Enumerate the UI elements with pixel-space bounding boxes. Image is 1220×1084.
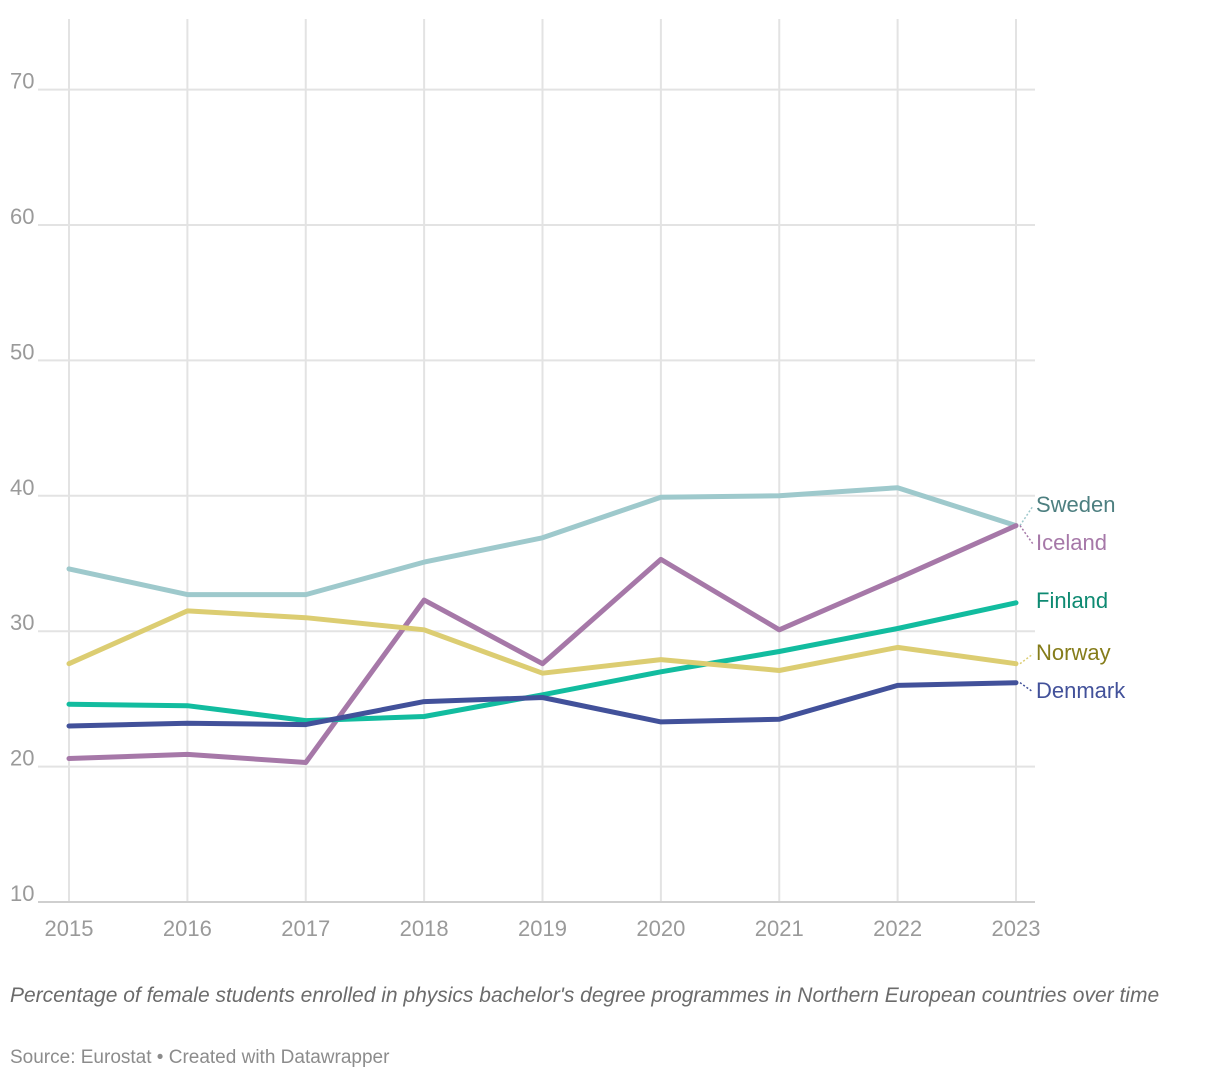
series-label-iceland: Iceland xyxy=(1036,530,1107,555)
y-tick-label: 50 xyxy=(10,339,34,364)
x-tick-label: 2021 xyxy=(755,916,804,941)
series-label-finland: Finland xyxy=(1036,588,1108,613)
chart-caption: Percentage of female students enrolled i… xyxy=(10,984,1160,1007)
y-tick-label: 10 xyxy=(10,881,34,906)
x-axis-ticks: 2015 2016 2017 2018 2019 2020 2021 2022 2023 xyxy=(45,916,1041,941)
x-tick-label: 2016 xyxy=(163,916,212,941)
label-connector xyxy=(1019,525,1034,545)
series-labels: Sweden Iceland Finland Norway Denmark xyxy=(1019,492,1126,703)
series-line-denmark xyxy=(66,680,1019,729)
y-tick-label: 30 xyxy=(10,610,34,635)
x-tick-label: 2020 xyxy=(636,916,685,941)
x-tick-label: 2017 xyxy=(281,916,330,941)
series-line-iceland xyxy=(66,523,1019,765)
label-connector xyxy=(1019,505,1034,527)
y-tick-label: 40 xyxy=(10,475,34,500)
y-tick-label: 70 xyxy=(10,69,34,94)
grid-lines xyxy=(38,19,1035,903)
series-line-sweden xyxy=(66,485,1019,598)
series-lines xyxy=(66,485,1019,765)
chart-source: Source: Eurostat • Created with Datawrap… xyxy=(10,1047,390,1068)
y-tick-label: 20 xyxy=(10,746,34,771)
label-connector xyxy=(1019,653,1034,665)
series-label-sweden: Sweden xyxy=(1036,492,1116,517)
label-connector xyxy=(1019,682,1034,693)
series-label-denmark: Denmark xyxy=(1036,678,1126,703)
x-tick-label: 2018 xyxy=(400,916,449,941)
series-label-norway: Norway xyxy=(1036,640,1111,665)
x-tick-label: 2015 xyxy=(45,916,94,941)
y-axis-ticks: 10 20 30 40 50 60 70 xyxy=(10,69,34,906)
series-line-finland xyxy=(66,600,1019,724)
x-tick-label: 2023 xyxy=(992,916,1041,941)
y-tick-label: 60 xyxy=(10,204,34,229)
x-tick-label: 2019 xyxy=(518,916,567,941)
series-line-norway xyxy=(66,608,1019,676)
x-tick-label: 2022 xyxy=(873,916,922,941)
